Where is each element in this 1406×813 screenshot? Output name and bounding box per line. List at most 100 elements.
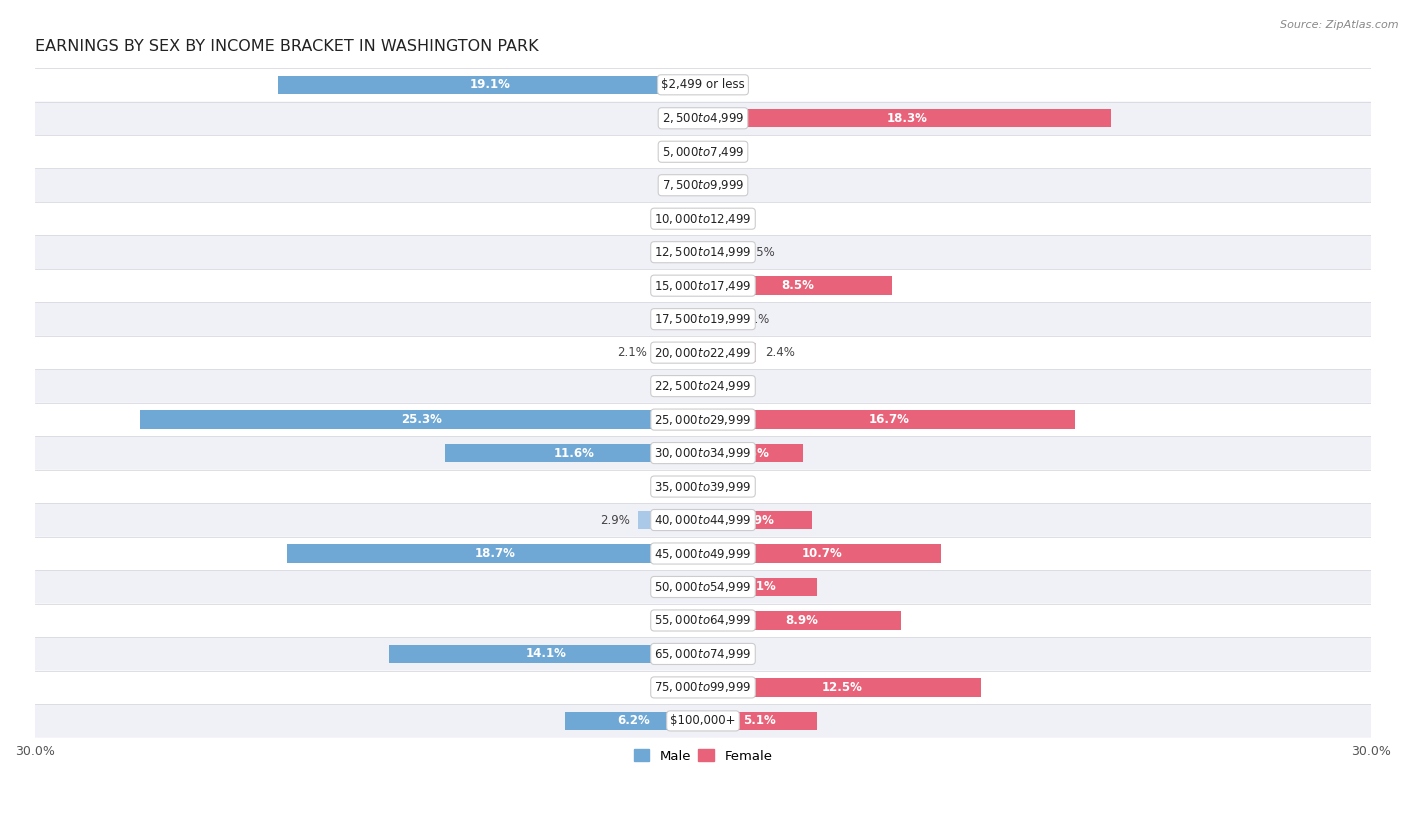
Bar	[703, 377, 721, 395]
Legend: Male, Female: Male, Female	[628, 744, 778, 767]
Text: 0.0%: 0.0%	[711, 179, 741, 192]
Text: 11.6%: 11.6%	[554, 446, 595, 459]
Bar	[703, 477, 721, 496]
FancyBboxPatch shape	[35, 537, 1371, 570]
Bar	[703, 310, 723, 328]
Bar	[703, 578, 817, 596]
FancyBboxPatch shape	[35, 168, 1371, 202]
Text: 10.7%: 10.7%	[801, 547, 842, 560]
Bar	[703, 444, 803, 463]
FancyBboxPatch shape	[35, 269, 1371, 302]
Text: 1.5%: 1.5%	[745, 246, 775, 259]
Text: 5.1%: 5.1%	[744, 715, 776, 728]
Bar	[685, 477, 703, 496]
FancyBboxPatch shape	[35, 437, 1371, 470]
Text: $5,000 to $7,499: $5,000 to $7,499	[662, 145, 744, 159]
Text: EARNINGS BY SEX BY INCOME BRACKET IN WASHINGTON PARK: EARNINGS BY SEX BY INCOME BRACKET IN WAS…	[35, 39, 538, 54]
Text: 0.0%: 0.0%	[665, 681, 695, 694]
Text: 6.2%: 6.2%	[617, 715, 651, 728]
Bar	[703, 678, 981, 697]
Text: 19.1%: 19.1%	[470, 78, 510, 91]
Text: $17,500 to $19,999: $17,500 to $19,999	[654, 312, 752, 326]
FancyBboxPatch shape	[35, 336, 1371, 369]
Text: 2.4%: 2.4%	[765, 346, 796, 359]
Text: 8.5%: 8.5%	[782, 279, 814, 292]
Text: $15,000 to $17,499: $15,000 to $17,499	[654, 279, 752, 293]
Bar	[703, 611, 901, 630]
Text: $75,000 to $99,999: $75,000 to $99,999	[654, 680, 752, 694]
Bar	[703, 544, 941, 563]
Bar	[685, 243, 703, 262]
Text: 0.0%: 0.0%	[665, 580, 695, 593]
Text: 0.0%: 0.0%	[665, 212, 695, 225]
Text: $12,500 to $14,999: $12,500 to $14,999	[654, 246, 752, 259]
Bar	[444, 444, 703, 463]
Text: 14.1%: 14.1%	[526, 647, 567, 660]
Bar	[685, 142, 703, 161]
FancyBboxPatch shape	[35, 135, 1371, 168]
FancyBboxPatch shape	[35, 236, 1371, 269]
Text: 2.9%: 2.9%	[599, 514, 630, 527]
Bar	[685, 276, 703, 295]
Text: $10,000 to $12,499: $10,000 to $12,499	[654, 211, 752, 226]
Text: $100,000+: $100,000+	[671, 715, 735, 728]
FancyBboxPatch shape	[35, 570, 1371, 604]
Text: 0.0%: 0.0%	[711, 480, 741, 493]
Bar	[703, 711, 817, 730]
Text: $20,000 to $22,499: $20,000 to $22,499	[654, 346, 752, 359]
Bar	[287, 544, 703, 563]
Text: $7,500 to $9,999: $7,500 to $9,999	[662, 178, 744, 192]
Bar	[657, 343, 703, 362]
Bar	[703, 511, 813, 529]
Bar	[139, 411, 703, 428]
Bar	[703, 276, 893, 295]
Text: 18.7%: 18.7%	[474, 547, 515, 560]
FancyBboxPatch shape	[35, 604, 1371, 637]
Bar	[565, 711, 703, 730]
Text: $25,000 to $29,999: $25,000 to $29,999	[654, 412, 752, 427]
Text: 0.0%: 0.0%	[665, 480, 695, 493]
Text: 0.0%: 0.0%	[665, 179, 695, 192]
Bar	[277, 76, 703, 94]
Bar	[703, 210, 721, 228]
Text: 0.0%: 0.0%	[665, 614, 695, 627]
Text: 0.0%: 0.0%	[665, 279, 695, 292]
Bar	[685, 310, 703, 328]
Text: 18.3%: 18.3%	[886, 111, 927, 124]
Bar	[703, 142, 721, 161]
FancyBboxPatch shape	[35, 403, 1371, 437]
Bar	[638, 511, 703, 529]
FancyBboxPatch shape	[35, 503, 1371, 537]
Bar	[703, 645, 721, 663]
Text: 8.9%: 8.9%	[786, 614, 818, 627]
Bar	[685, 109, 703, 128]
Text: $50,000 to $54,999: $50,000 to $54,999	[654, 580, 752, 594]
Text: $2,500 to $4,999: $2,500 to $4,999	[662, 111, 744, 125]
Text: $2,499 or less: $2,499 or less	[661, 78, 745, 91]
Text: 4.5%: 4.5%	[737, 446, 769, 459]
FancyBboxPatch shape	[35, 102, 1371, 135]
Text: 2.1%: 2.1%	[617, 346, 647, 359]
Bar	[685, 678, 703, 697]
FancyBboxPatch shape	[35, 369, 1371, 403]
Text: 0.0%: 0.0%	[665, 313, 695, 326]
Text: 12.5%: 12.5%	[821, 681, 863, 694]
Text: 16.7%: 16.7%	[869, 413, 910, 426]
Bar	[685, 578, 703, 596]
Bar	[685, 611, 703, 630]
Bar	[685, 176, 703, 194]
Text: $45,000 to $49,999: $45,000 to $49,999	[654, 546, 752, 560]
Text: $40,000 to $44,999: $40,000 to $44,999	[654, 513, 752, 527]
Bar	[703, 109, 1111, 128]
Bar	[703, 343, 756, 362]
Bar	[703, 411, 1076, 428]
Text: 0.0%: 0.0%	[711, 146, 741, 159]
Text: 0.0%: 0.0%	[711, 78, 741, 91]
FancyBboxPatch shape	[35, 637, 1371, 671]
FancyBboxPatch shape	[35, 68, 1371, 102]
Text: 25.3%: 25.3%	[401, 413, 441, 426]
Text: 0.0%: 0.0%	[665, 111, 695, 124]
Text: Source: ZipAtlas.com: Source: ZipAtlas.com	[1281, 20, 1399, 30]
Bar	[703, 176, 721, 194]
FancyBboxPatch shape	[35, 202, 1371, 236]
